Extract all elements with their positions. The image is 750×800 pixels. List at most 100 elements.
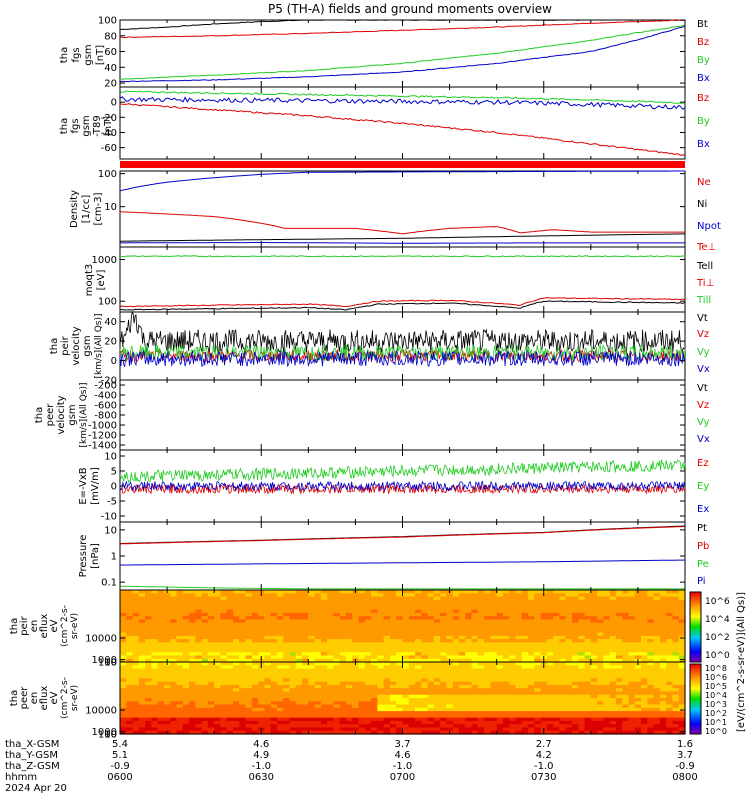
heatmap-cell xyxy=(590,612,598,617)
heatmap-cell xyxy=(126,688,134,693)
heatmap-cell xyxy=(546,639,554,643)
heatmap-cell xyxy=(459,642,466,647)
heatmap-cell xyxy=(641,681,648,686)
heatmap-cell xyxy=(327,711,335,715)
heatmap-cell xyxy=(433,635,441,640)
heatmap-cell xyxy=(233,593,240,598)
heatmap-cell xyxy=(634,593,642,598)
heatmap-cell xyxy=(145,622,152,627)
heatmap-cell xyxy=(201,652,209,657)
heatmap-cell xyxy=(182,596,190,601)
heatmap-cell xyxy=(346,639,353,643)
heatmap-cell xyxy=(572,668,579,673)
heatmap-cell xyxy=(239,678,247,683)
heatmap-cell xyxy=(666,698,674,702)
heatmap-cell xyxy=(389,724,397,729)
heatmap-cell xyxy=(239,707,247,712)
ytick-label: 10 xyxy=(104,729,117,740)
heatmap-cell xyxy=(415,655,422,660)
heatmap-cell xyxy=(176,632,184,637)
heatmap-cell xyxy=(515,590,523,594)
heatmap-cell xyxy=(126,684,134,689)
heatmap-cell xyxy=(358,662,366,666)
heatmap-cell xyxy=(590,609,598,614)
heatmap-cell xyxy=(308,694,316,699)
heatmap-cell xyxy=(320,707,328,712)
heatmap-cell xyxy=(534,694,542,699)
heatmap-cell xyxy=(176,619,184,624)
heatmap-cell xyxy=(484,658,491,663)
heatmap-cell xyxy=(170,668,178,673)
heatmap-cell xyxy=(189,668,196,673)
ytick-label: -20 xyxy=(101,113,117,124)
heatmap-cell xyxy=(327,652,335,657)
heatmap-cell xyxy=(578,629,586,634)
heatmap-cell xyxy=(578,635,586,640)
heatmap-cell xyxy=(170,599,178,604)
heatmap-cell xyxy=(314,626,322,630)
heatmap-cell xyxy=(201,635,209,640)
heatmap-cell xyxy=(584,691,592,696)
heatmap-cell xyxy=(295,609,303,614)
heatmap-cell xyxy=(641,717,648,722)
heatmap-cell xyxy=(295,616,303,621)
heatmap-cell xyxy=(653,632,661,637)
heatmap-cell xyxy=(220,714,228,719)
heatmap-cell xyxy=(528,720,535,725)
heatmap-cell xyxy=(182,632,190,637)
heatmap-cell xyxy=(151,652,159,657)
heatmap-cell xyxy=(170,694,178,699)
heatmap-cell xyxy=(459,665,466,670)
heatmap-cell xyxy=(653,622,661,627)
heatmap-cell xyxy=(283,671,291,676)
heatmap-cell xyxy=(320,635,328,640)
heatmap-cell xyxy=(559,658,567,663)
heatmap-cell xyxy=(634,707,642,712)
heatmap-cell xyxy=(603,675,611,679)
heatmap-cell xyxy=(264,688,272,693)
heatmap-cell xyxy=(427,599,435,604)
heatmap-cell xyxy=(151,714,159,719)
heatmap-cell xyxy=(415,603,422,607)
heatmap-cell xyxy=(233,671,240,676)
heatmap-cell xyxy=(377,629,385,634)
heatmap-cell xyxy=(534,648,542,653)
heatmap-cell xyxy=(553,707,561,712)
heatmap-cell xyxy=(446,727,454,732)
heatmap-cell xyxy=(207,707,215,712)
heatmap-cell xyxy=(126,629,134,634)
heatmap-cell xyxy=(358,711,366,715)
heatmap-cell xyxy=(509,717,517,722)
legend-till: Till xyxy=(696,295,711,306)
heatmap-cell xyxy=(603,629,611,634)
heatmap-cell xyxy=(515,701,523,706)
heatmap-cell xyxy=(314,730,322,735)
heatmap-cell xyxy=(653,635,661,640)
heatmap-cell xyxy=(553,590,561,594)
heatmap-cell xyxy=(553,668,561,673)
heatmap-cell xyxy=(615,616,623,621)
heatmap-cell xyxy=(346,671,353,676)
heatmap-cell xyxy=(245,694,253,699)
heatmap-cell xyxy=(233,658,240,663)
heatmap-cell xyxy=(509,678,517,683)
heatmap-cell xyxy=(126,671,134,676)
heatmap-cell xyxy=(433,678,441,683)
heatmap-cell xyxy=(302,593,309,598)
heatmap-cell xyxy=(659,642,667,647)
heatmap-cell xyxy=(546,658,554,663)
heatmap-cell xyxy=(358,727,366,732)
heatmap-cell xyxy=(653,609,661,614)
heatmap-cell xyxy=(251,665,259,670)
heatmap-cell xyxy=(477,681,485,686)
heatmap-cell xyxy=(239,622,247,627)
heatmap-cell xyxy=(672,698,680,702)
heatmap-cell xyxy=(477,668,485,673)
heatmap-cell xyxy=(157,603,165,607)
series-ne-line xyxy=(119,211,685,235)
heatmap-cell xyxy=(226,701,234,706)
panel-peir-velocity-ylabel-5: [km/s](All Qs)] xyxy=(94,313,104,378)
heatmap-cell xyxy=(502,720,510,725)
heatmap-cell xyxy=(358,675,366,679)
